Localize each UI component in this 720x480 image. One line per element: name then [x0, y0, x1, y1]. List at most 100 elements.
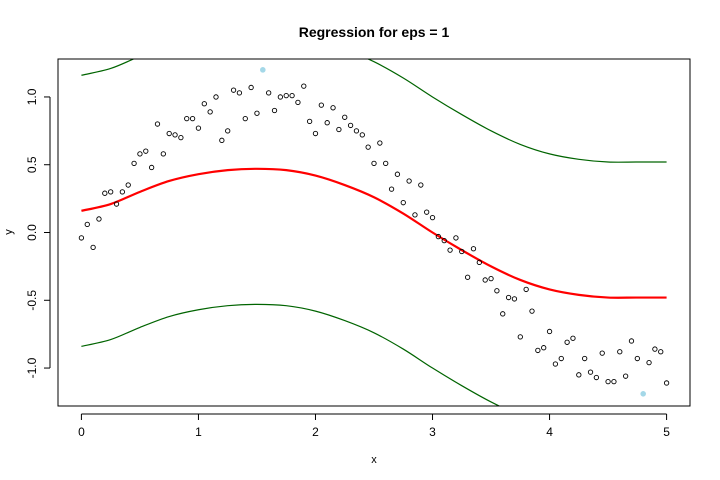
data-point	[113, 201, 120, 207]
data-point	[324, 120, 330, 126]
data-point	[189, 115, 196, 122]
data-point	[230, 87, 237, 93]
data-point	[523, 286, 529, 293]
data-point	[78, 235, 85, 241]
chart-title: Regression for eps = 1	[299, 24, 450, 40]
data-point	[529, 308, 535, 314]
data-point	[289, 92, 295, 99]
data-point	[342, 114, 348, 120]
data-point	[295, 99, 301, 106]
data-point	[564, 339, 570, 345]
data-point	[277, 94, 284, 100]
x-axis-label: x	[371, 454, 377, 466]
data-point	[652, 346, 658, 352]
data-point	[541, 345, 547, 351]
data-point	[102, 190, 108, 196]
data-point	[418, 182, 424, 188]
y-axis-label: y	[3, 229, 15, 235]
y-tick-label: 0.5	[25, 156, 39, 173]
data-point	[400, 200, 406, 206]
data-point	[178, 134, 184, 141]
data-point	[453, 235, 459, 241]
data-point	[266, 90, 272, 96]
data-point	[195, 125, 202, 131]
upper-band-line	[81, 59, 667, 163]
data-point	[365, 144, 371, 150]
data-point	[628, 338, 635, 344]
y-tick-label: 0.0	[25, 224, 39, 241]
data-point	[330, 105, 336, 111]
data-point	[394, 171, 401, 177]
data-point	[166, 130, 172, 137]
data-point	[201, 101, 207, 107]
data-point	[435, 233, 442, 240]
data-point	[154, 121, 161, 127]
data-point	[137, 151, 143, 157]
data-point	[622, 373, 629, 379]
x-tick-label: 2	[312, 425, 319, 439]
x-tick-label: 5	[663, 425, 670, 439]
data-point	[84, 221, 90, 228]
data-point	[558, 355, 564, 362]
data-point	[552, 361, 559, 367]
axes: 0 1 2 3 4 5 -1.0 -0.5 0.0 0.5 1.0	[25, 58, 691, 439]
data-point	[108, 189, 114, 195]
data-point	[470, 246, 477, 252]
data-point	[225, 128, 231, 134]
data-point	[318, 102, 324, 108]
data-point	[172, 132, 178, 138]
data-point	[447, 247, 453, 253]
data-point	[353, 128, 360, 134]
regression-line	[81, 167, 667, 299]
data-point	[242, 115, 248, 122]
data-point	[546, 328, 553, 335]
data-point	[599, 350, 605, 356]
data-point	[476, 259, 482, 265]
data-point	[663, 380, 670, 386]
data-point	[412, 212, 418, 218]
data-point	[131, 160, 137, 167]
data-point	[570, 335, 576, 341]
data-point	[160, 151, 166, 157]
data-point	[283, 92, 289, 99]
data-point	[587, 369, 594, 375]
data-point	[143, 148, 149, 154]
y-tick-label: -1.0	[25, 357, 39, 378]
y-tick-label: -0.5	[25, 290, 39, 311]
data-point	[605, 378, 611, 385]
plot-area	[78, 59, 670, 406]
data-point	[377, 140, 383, 146]
data-point	[347, 122, 354, 129]
data-point	[511, 296, 518, 302]
data-point	[459, 248, 465, 255]
data-point	[301, 83, 307, 89]
data-point	[213, 94, 219, 100]
data-point	[207, 109, 213, 115]
data-point	[406, 178, 412, 184]
data-point	[535, 347, 541, 354]
data-point	[119, 189, 126, 195]
data-point	[90, 244, 96, 251]
data-point	[148, 164, 155, 171]
data-point	[306, 118, 313, 125]
data-point	[494, 288, 500, 294]
x-tick-label: 4	[546, 425, 553, 439]
data-point	[611, 378, 617, 385]
data-point	[424, 209, 430, 215]
data-point	[312, 130, 319, 137]
data-point	[371, 160, 377, 167]
data-point	[441, 237, 447, 244]
data-point	[500, 311, 506, 317]
x-tick-label: 3	[429, 425, 436, 439]
data-point	[248, 84, 254, 91]
data-point	[388, 186, 395, 192]
data-point	[184, 115, 190, 122]
plot-frame	[57, 58, 691, 407]
data-point	[582, 355, 588, 362]
data-point	[482, 277, 488, 283]
data-point	[617, 349, 623, 355]
outlier-point	[640, 390, 646, 397]
x-tick-label: 0	[78, 425, 85, 439]
